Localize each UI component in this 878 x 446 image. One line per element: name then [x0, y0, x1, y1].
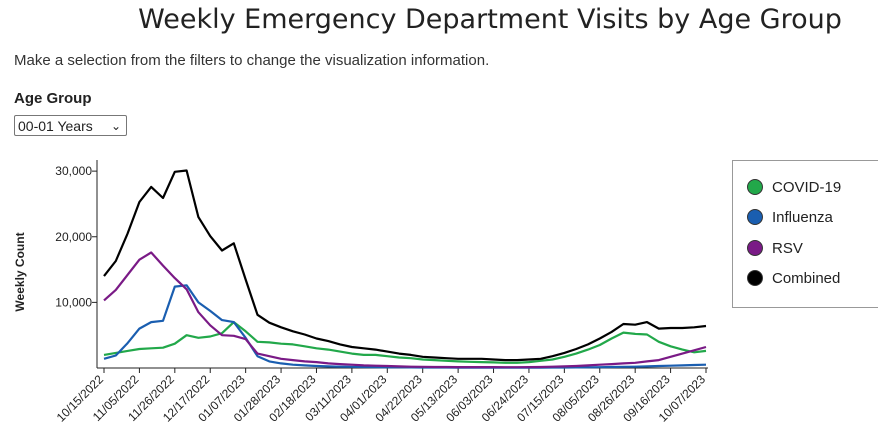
chevron-down-icon: ⌄: [110, 119, 121, 133]
chart-legend: COVID-19 Influenza RSV Combined: [732, 160, 878, 308]
legend-item-rsv[interactable]: RSV: [747, 237, 803, 259]
y-tick-label: 10,000: [55, 295, 92, 309]
legend-swatch-covid: [747, 179, 763, 195]
legend-swatch-rsv: [747, 240, 763, 256]
series-line-rsv: [103, 251, 707, 369]
age-group-label: Age Group: [14, 90, 92, 107]
y-tick-label: 20,000: [55, 230, 92, 244]
series-line-combined: [103, 169, 707, 362]
legend-item-influenza[interactable]: Influenza: [747, 206, 833, 228]
page-title: Weekly Emergency Department Visits by Ag…: [138, 4, 842, 35]
series-line-covid-19: [103, 321, 707, 364]
legend-item-combined[interactable]: Combined: [747, 267, 840, 289]
age-group-select[interactable]: 00-01 Years ⌄: [14, 115, 127, 136]
legend-item-covid[interactable]: COVID-19: [747, 176, 841, 198]
legend-label-rsv: RSV: [772, 239, 803, 257]
legend-swatch-influenza: [747, 209, 763, 225]
y-axis-title: Weekly Count: [13, 232, 27, 311]
legend-label-covid: COVID-19: [772, 178, 842, 196]
legend-label-influenza: Influenza: [772, 208, 833, 226]
age-group-select-value: 00-01 Years: [18, 118, 93, 134]
page-subtitle: Make a selection from the filters to cha…: [14, 52, 490, 69]
legend-label-combined: Combined: [772, 269, 841, 287]
legend-swatch-combined: [747, 270, 763, 286]
y-tick-label: 30,000: [55, 164, 92, 178]
